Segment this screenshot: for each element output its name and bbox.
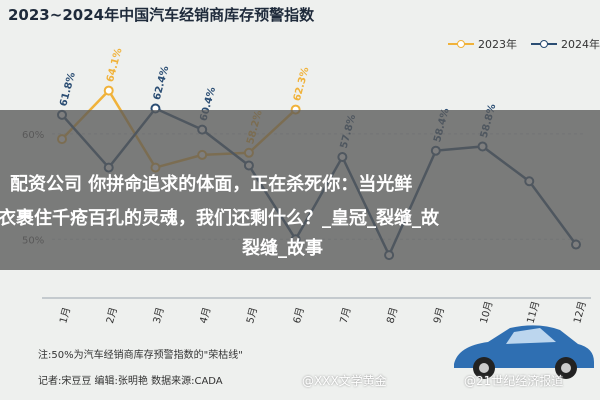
overlay-banner (0, 110, 600, 270)
legend-item-2024: 2024年 (531, 36, 600, 52)
chart-title: 2023~2024年中国汽车经销商库存预警指数 (8, 6, 315, 24)
data-label: 64.1% (105, 47, 125, 83)
legend: 2023年 2024年 (448, 36, 600, 52)
legend-marker-icon (448, 39, 474, 49)
footnote: 注:50%为汽车经销商库存预警指数的"荣枯线" (38, 350, 243, 361)
banner-text: 衣裹住千疮百孔的灵魂，我们还剩什么？_皇冠_裂缝_故 (0, 208, 439, 229)
legend-label: 2023年 (478, 38, 517, 51)
watermark: @21世纪经济报道 (464, 374, 564, 388)
data-label: 61.8% (58, 71, 78, 107)
data-point (103, 85, 114, 96)
credits: 记者:宋豆豆 编辑:张明艳 数据来源:CADA (38, 376, 223, 387)
x-tick-label: 12月 (571, 300, 588, 325)
legend-label: 2024年 (561, 38, 600, 51)
x-tick-label: 2月 (104, 306, 120, 325)
watermark: @XXX文学黄金 (302, 374, 387, 388)
x-tick-label: 11月 (525, 300, 542, 325)
x-tick-label: 1月 (57, 306, 73, 325)
x-tick-label: 6月 (291, 306, 307, 325)
data-label: 62.4% (152, 65, 172, 101)
x-tick-label: 7月 (338, 306, 354, 325)
car-icon (454, 325, 594, 379)
data-label: 62.3% (292, 66, 312, 102)
legend-marker-icon (531, 39, 557, 49)
x-tick-label: 8月 (384, 306, 400, 325)
x-tick-label: 3月 (151, 306, 167, 325)
x-tick-label: 5月 (244, 306, 260, 325)
banner-text: 裂缝_故事 (242, 238, 323, 259)
x-tick-label: 4月 (197, 306, 213, 325)
legend-item-2023: 2023年 (448, 36, 517, 52)
x-tick-label: 10月 (478, 300, 495, 325)
x-tick-label: 9月 (431, 306, 447, 325)
banner-text: 配资公司 你拼命追求的体面，正在杀死你：当光鲜 (10, 174, 413, 195)
